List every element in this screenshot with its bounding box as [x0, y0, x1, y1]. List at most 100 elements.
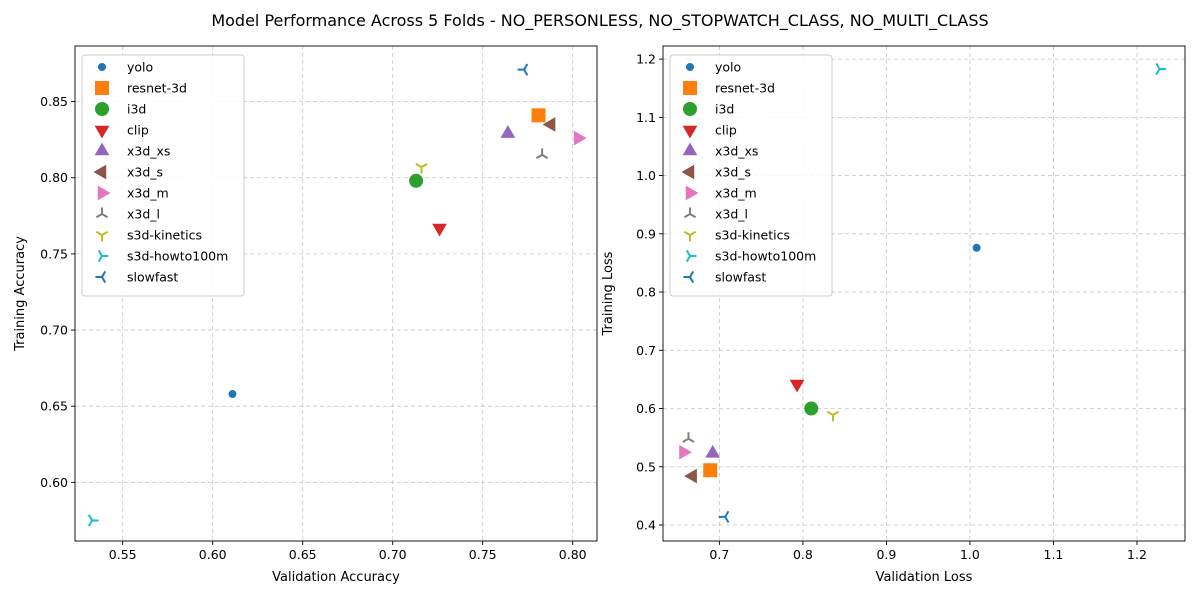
legend-label-x3d-l: x3d_l	[127, 207, 160, 222]
point-s3d-kinetics	[415, 162, 428, 174]
legend-marker-slowfast	[683, 270, 695, 284]
legend-marker-x3d-s	[681, 164, 695, 180]
y-tick-label: 0.85	[40, 94, 68, 109]
y-tick-label: 0.80	[40, 170, 68, 185]
legend-label-slowfast: slowfast	[715, 270, 766, 285]
legend: yolo resnet-3d i3d clip x3d_xs x3d_s x3d_m x3d_…	[669, 54, 833, 297]
plot-frame	[74, 45, 598, 542]
y-axis-label: Training Loss	[601, 251, 616, 336]
legend-label-x3d-m: x3d_m	[127, 186, 169, 201]
point-x3d-xs	[500, 125, 516, 138]
legend-marker-x3d-l	[683, 207, 697, 219]
y-tick-label: 1.2	[636, 52, 656, 67]
point-x3d-m	[573, 130, 587, 146]
y-axis-label: Training Accuracy	[13, 236, 28, 352]
legend-label-i3d: i3d	[127, 102, 146, 117]
y-tick-label: 1.1	[636, 110, 656, 125]
legend-marker-clip	[682, 125, 698, 139]
legend-marker-x3d-m	[97, 185, 111, 201]
legend-marker-x3d-xs	[94, 142, 110, 156]
x-tick-label: 1.1	[1044, 547, 1064, 562]
legend-marker-s3d-howto100m	[685, 249, 697, 263]
legend: yolo resnet-3d i3d clip x3d_xs x3d_s x3d_m x3d_…	[81, 54, 245, 297]
point-i3d	[804, 401, 819, 416]
legend-marker-x3d-xs	[682, 142, 698, 156]
point-resnet-3d	[531, 108, 546, 123]
legend-marker-yolo	[98, 63, 106, 71]
figure-title: Model Performance Across 5 Folds - NO_PE…	[211, 11, 988, 31]
y-tick-label: 0.7	[636, 343, 656, 358]
legend-marker-x3d-l	[95, 207, 109, 219]
loss-scatter-panel: 0.7 0.8 0.9 1.0 1.1 1.2 0.4 0.5 0.6 0.7 0.8 0.9 1.0 1…	[601, 45, 1186, 585]
point-clip	[432, 223, 447, 237]
plot-frame	[662, 45, 1186, 542]
data-points	[679, 62, 1167, 523]
legend-label-x3d-s: x3d_s	[715, 165, 751, 180]
legend-marker-yolo	[686, 63, 694, 71]
legend-frame	[669, 54, 833, 297]
y-tick-label: 0.70	[40, 323, 68, 338]
legend-label-clip: clip	[715, 123, 737, 138]
legend-marker-i3d	[683, 102, 697, 116]
legend-label-s3d-howto100m: s3d-howto100m	[715, 249, 816, 264]
y-tick-label: 1.0	[636, 168, 656, 183]
point-yolo	[972, 243, 981, 252]
legend-marker-slowfast	[95, 270, 107, 284]
point-resnet-3d	[703, 463, 718, 478]
point-x3d-xs	[705, 444, 721, 458]
legend-label-s3d-kinetics: s3d-kinetics	[715, 228, 790, 243]
x-tick-label: 1.0	[960, 547, 980, 562]
legend-marker-s3d-kinetics	[683, 230, 697, 242]
y-tick-label: 0.6	[636, 401, 656, 416]
x-tick-label: 0.80	[559, 547, 587, 562]
point-x3d-m	[679, 444, 692, 460]
x-tick-label: 0.60	[199, 547, 227, 562]
legend-label-s3d-howto100m: s3d-howto100m	[127, 249, 228, 264]
point-s3d-kinetics	[826, 410, 840, 422]
point-x3d-s	[542, 117, 556, 132]
legend-marker-resnet-3d	[95, 81, 109, 95]
legend-label-slowfast: slowfast	[127, 270, 178, 285]
point-x3d-l	[535, 148, 549, 160]
point-clip	[789, 379, 805, 393]
legend-label-resnet-3d: resnet-3d	[127, 81, 187, 96]
y-tick-label: 0.75	[40, 246, 68, 261]
legend-frame	[81, 54, 245, 297]
legend-label-x3d-xs: x3d_xs	[715, 144, 758, 159]
legend-label-i3d: i3d	[715, 102, 734, 117]
point-slowfast	[718, 510, 730, 523]
legend-marker-x3d-s	[93, 164, 107, 180]
point-s3d-howto100m	[87, 514, 99, 527]
legend-label-resnet-3d: resnet-3d	[715, 81, 775, 96]
x-axis-label: Validation Accuracy	[272, 570, 400, 585]
legend-marker-clip	[94, 125, 110, 139]
legend-label-x3d-xs: x3d_xs	[127, 144, 170, 159]
point-yolo	[228, 390, 237, 399]
x-tick-label: 0.7	[709, 547, 729, 562]
point-x3d-l	[682, 432, 695, 443]
legend-label-clip: clip	[127, 123, 149, 138]
accuracy-scatter-panel: 0.55 0.60 0.65 0.70 0.75 0.80 0.60 0.65 0.70 0.75…	[13, 45, 598, 585]
data-points	[87, 63, 587, 527]
x-tick-label: 0.65	[289, 547, 317, 562]
x-tick-label: 1.2	[1127, 547, 1147, 562]
x-tick-label: 0.55	[109, 547, 137, 562]
legend-marker-s3d-kinetics	[95, 230, 109, 242]
legend-label-x3d-m: x3d_m	[715, 186, 757, 201]
legend-label-yolo: yolo	[715, 60, 741, 75]
y-tick-label: 0.9	[636, 226, 656, 241]
legend-marker-resnet-3d	[683, 81, 697, 95]
legend-marker-i3d	[95, 102, 109, 116]
x-tick-label: 0.9	[876, 547, 896, 562]
y-tick-label: 0.4	[636, 517, 656, 532]
legend-label-yolo: yolo	[127, 60, 153, 75]
x-tick-label: 0.8	[793, 547, 813, 562]
legend-label-s3d-kinetics: s3d-kinetics	[127, 228, 202, 243]
point-x3d-s	[684, 468, 697, 484]
legend-marker-x3d-m	[685, 185, 699, 201]
legend-marker-s3d-howto100m	[97, 249, 109, 263]
x-axis-label: Validation Loss	[876, 570, 973, 585]
y-tick-label: 0.65	[40, 399, 68, 414]
point-i3d	[409, 173, 424, 188]
